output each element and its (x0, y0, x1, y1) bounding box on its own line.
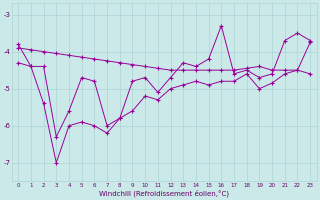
X-axis label: Windchill (Refroidissement éolien,°C): Windchill (Refroidissement éolien,°C) (99, 189, 229, 197)
